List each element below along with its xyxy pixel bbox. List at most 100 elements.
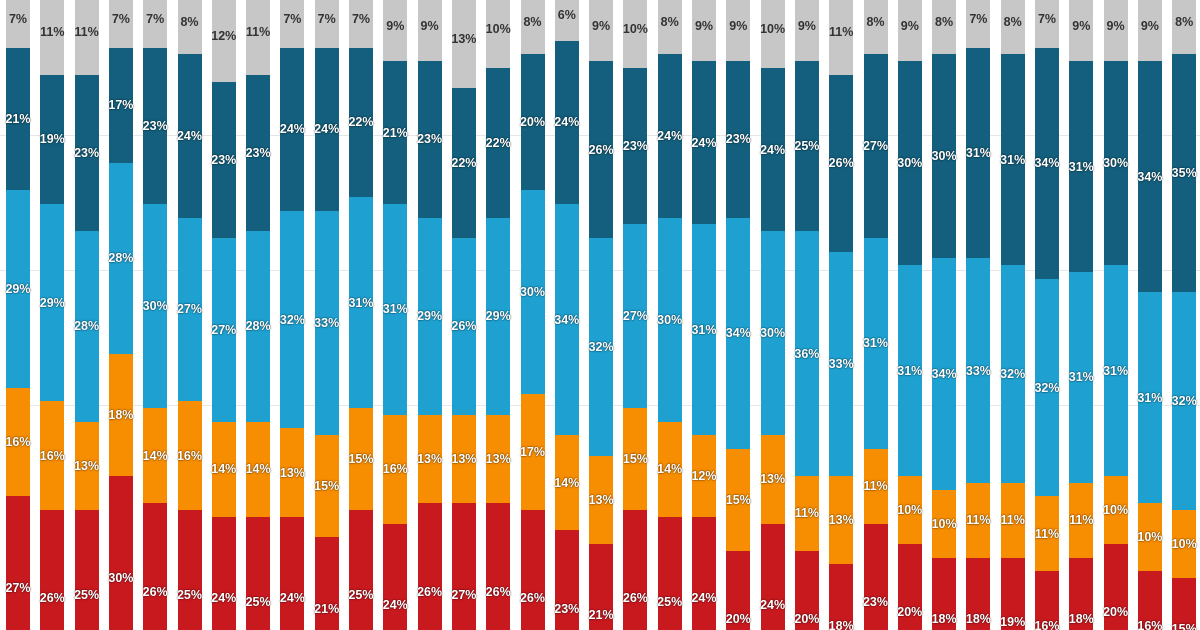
data-label: 13% — [588, 492, 614, 507]
data-label: 31% — [382, 302, 408, 317]
data-label: 13% — [279, 465, 305, 480]
bar-segment — [554, 204, 579, 436]
bar-7: 12% 23% 27% 14% 24% — [211, 0, 236, 630]
data-label: 32% — [279, 312, 305, 327]
bar-segment — [520, 394, 545, 510]
data-label: 20% — [1103, 605, 1129, 619]
bar-segment — [966, 258, 991, 483]
bar-segment — [554, 435, 579, 531]
bar-segment — [349, 408, 373, 510]
bar-segment — [211, 0, 236, 82]
bar-segment — [657, 421, 682, 517]
data-label: 24% — [691, 135, 717, 150]
bar-2: 11% 19% 29% 16% 26% — [40, 0, 65, 630]
bar-segment — [246, 231, 271, 422]
bar-10: 7% 24% 33% 15% 21% — [314, 0, 339, 630]
bar-segment — [1000, 482, 1025, 558]
data-label: 34% — [725, 326, 751, 341]
data-label: 33% — [965, 363, 991, 378]
data-label: 24% — [760, 598, 786, 613]
bar-segment — [383, 414, 408, 524]
bar-segment — [829, 564, 854, 630]
data-label: 34% — [554, 312, 580, 327]
bar-segment — [829, 251, 854, 476]
data-label: 15% — [622, 452, 648, 466]
bar-segment — [623, 224, 648, 408]
data-label: 32% — [588, 339, 614, 354]
bar-segment — [794, 0, 819, 62]
data-label: 17% — [108, 98, 134, 113]
data-label: 6% — [557, 8, 576, 23]
data-label: 7% — [969, 11, 988, 26]
data-label: 11% — [829, 25, 854, 40]
data-label: 20% — [897, 605, 923, 619]
bar-segment — [6, 496, 30, 630]
bar-segment — [1103, 61, 1128, 266]
data-label: 28% — [74, 319, 100, 334]
data-label: 13% — [417, 452, 443, 466]
data-label: 8% — [866, 15, 885, 30]
data-label: 23% — [417, 132, 443, 147]
data-label: 16% — [5, 435, 31, 449]
bar-segment — [623, 408, 648, 510]
data-label: 11% — [863, 479, 888, 494]
bar-segment — [211, 238, 236, 422]
bar-segment — [589, 0, 614, 62]
data-label: 10% — [622, 22, 648, 36]
bar-segment — [1000, 557, 1025, 630]
data-label: 10% — [897, 503, 923, 517]
data-label: 23% — [725, 132, 751, 147]
data-label: 31% — [348, 295, 374, 310]
data-label: 31% — [1068, 159, 1094, 174]
bar-segment — [40, 0, 65, 75]
bar-segment — [657, 0, 682, 55]
data-label: 14% — [554, 475, 580, 490]
data-label: 13% — [485, 452, 511, 466]
data-label: 10% — [1171, 537, 1197, 551]
bar-segment — [246, 516, 271, 630]
data-label: 32% — [1000, 367, 1026, 381]
bar-9: 7% 24% 32% 13% 24% — [280, 0, 305, 630]
bar-segment — [349, 47, 373, 198]
bar-segment — [863, 523, 888, 630]
bar-8: 11% 23% 28% 14% 25% — [246, 0, 271, 630]
bar-29: 7% 31% 33% 11% 18% — [966, 0, 991, 630]
data-label: 7% — [317, 11, 336, 26]
data-label: 30% — [657, 312, 683, 327]
bar-segment — [451, 414, 476, 504]
data-label: 25% — [245, 594, 271, 609]
data-label: 16% — [1034, 618, 1060, 630]
bar-segment — [623, 510, 648, 630]
bar-27: 9% 30% 31% 10% 20% — [897, 0, 922, 630]
data-label: 10% — [1103, 503, 1129, 517]
data-label: 7% — [283, 11, 302, 26]
bar-segment — [177, 510, 202, 630]
bar-3: 11% 23% 28% 13% 25% — [74, 0, 99, 630]
bar-segment — [486, 0, 511, 68]
bar-segment — [657, 516, 682, 630]
data-label: 30% — [519, 285, 546, 300]
bar-segment — [211, 516, 236, 630]
data-label: 29% — [417, 309, 443, 324]
data-label: 23% — [245, 146, 271, 160]
bar-segment — [383, 0, 408, 62]
bar-segment — [246, 74, 271, 232]
data-label: 9% — [729, 18, 748, 33]
bar-segment — [760, 523, 785, 630]
data-label: 23% — [74, 146, 100, 160]
data-label: 17% — [519, 445, 546, 460]
bar-segment — [897, 544, 922, 630]
data-label: 16% — [176, 448, 203, 463]
bar-segment — [829, 74, 854, 252]
data-label: 30% — [897, 156, 923, 171]
bar-segment — [1069, 482, 1094, 558]
bar-segment — [760, 68, 785, 232]
data-label: 18% — [828, 618, 854, 630]
bar-18: 9% 26% 32% 13% 21% — [589, 0, 614, 630]
bar-segment — [897, 61, 922, 266]
data-label: 31% — [1068, 370, 1094, 385]
data-label: 23% — [622, 139, 648, 154]
bar-segment — [40, 74, 65, 204]
bar-segment — [623, 0, 648, 68]
bar-segment — [1172, 54, 1197, 293]
